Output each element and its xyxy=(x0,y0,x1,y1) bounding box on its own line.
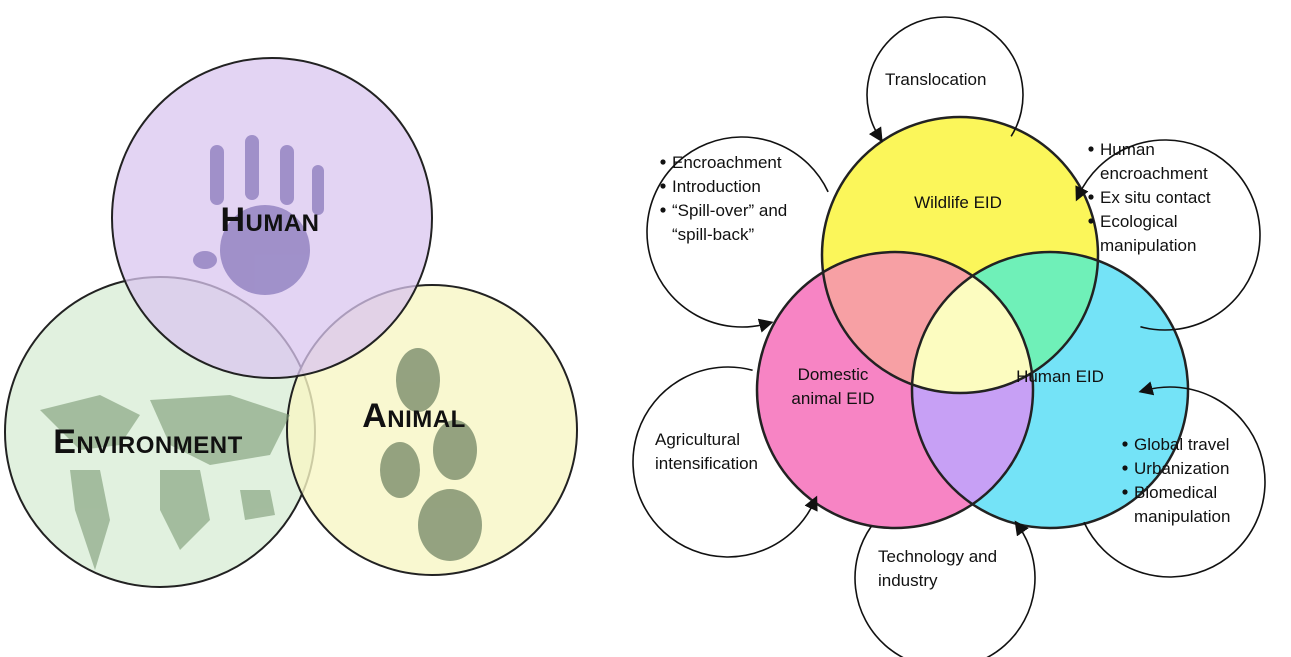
animal-label: Animal xyxy=(362,397,466,435)
driver-loop xyxy=(1075,139,1261,331)
left-venn xyxy=(4,57,578,588)
animal-circle xyxy=(286,284,578,576)
bullet xyxy=(660,159,666,165)
driver-text: Agricultural xyxy=(655,430,740,449)
driver-text: Global travel xyxy=(1134,435,1229,454)
world-map xyxy=(40,395,290,570)
driver-text: Human xyxy=(1100,140,1155,159)
right-venn xyxy=(755,115,1190,530)
driver-text: Translocation xyxy=(885,70,986,89)
driver-text: industry xyxy=(878,571,938,590)
environment-label: Environment xyxy=(53,423,243,461)
circle-label: Human EID xyxy=(1016,367,1104,386)
driver-text: Introduction xyxy=(672,177,761,196)
driver-loop xyxy=(1083,381,1266,578)
driver-text: manipulation xyxy=(1134,507,1230,526)
driver-text: Encroachment xyxy=(672,153,782,172)
circle-label: Domestic xyxy=(798,365,869,384)
driver-loop xyxy=(866,16,1024,143)
circle-label: animal EID xyxy=(791,389,874,408)
driver-loop xyxy=(854,520,1036,657)
bullet xyxy=(1122,441,1128,447)
bullet xyxy=(1088,218,1094,224)
driver-text: Urbanization xyxy=(1134,459,1229,478)
bullet xyxy=(1122,465,1128,471)
circle-label: Wildlife EID xyxy=(914,193,1002,212)
driver-arrows xyxy=(632,16,1266,657)
driver-text: encroachment xyxy=(1100,164,1208,183)
driver-text: manipulation xyxy=(1100,236,1196,255)
bullet xyxy=(1088,146,1094,152)
driver-loop xyxy=(646,136,829,333)
driver-text: Biomedical xyxy=(1134,483,1217,502)
driver-loop xyxy=(632,366,818,558)
bullet xyxy=(660,207,666,213)
driver-text: “Spill-over” and xyxy=(672,201,787,220)
hand-print xyxy=(193,135,324,295)
driver-text: “spill-back” xyxy=(672,225,755,244)
driver-text: Technology and xyxy=(878,547,997,566)
human-label: Human xyxy=(220,201,319,239)
bullet xyxy=(1088,194,1094,200)
driver-text: Ecological xyxy=(1100,212,1178,231)
paw-print xyxy=(380,348,482,561)
bullet xyxy=(1122,489,1128,495)
bullet xyxy=(660,183,666,189)
driver-text: intensification xyxy=(655,454,758,473)
driver-text: Ex situ contact xyxy=(1100,188,1211,207)
